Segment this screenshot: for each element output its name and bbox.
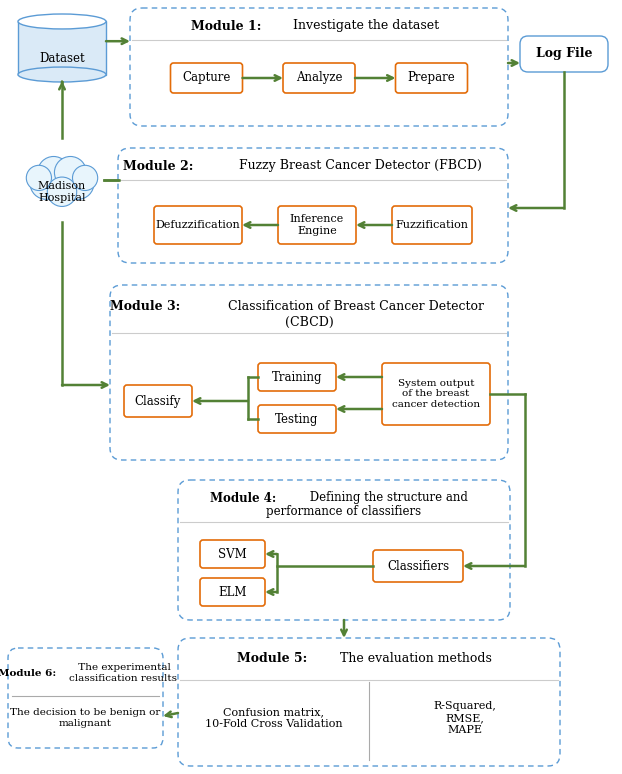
Text: Analyze: Analyze xyxy=(295,71,342,84)
Text: Module 6:: Module 6: xyxy=(0,669,56,677)
FancyBboxPatch shape xyxy=(178,480,510,620)
FancyBboxPatch shape xyxy=(283,63,355,93)
FancyBboxPatch shape xyxy=(392,206,472,244)
FancyBboxPatch shape xyxy=(154,206,242,244)
Text: Testing: Testing xyxy=(276,413,318,426)
Text: Capture: Capture xyxy=(182,71,231,84)
Text: Classification of Breast Cancer Detector: Classification of Breast Cancer Detector xyxy=(225,300,485,313)
Circle shape xyxy=(47,177,77,207)
FancyBboxPatch shape xyxy=(110,285,508,460)
Text: Module 2:: Module 2: xyxy=(123,159,193,173)
Text: Training: Training xyxy=(272,371,322,383)
FancyBboxPatch shape xyxy=(170,63,243,93)
Ellipse shape xyxy=(18,67,106,82)
Circle shape xyxy=(55,156,86,188)
Text: Confusion matrix,
10-Fold Cross Validation: Confusion matrix, 10-Fold Cross Validati… xyxy=(205,707,342,729)
FancyBboxPatch shape xyxy=(200,540,265,568)
FancyBboxPatch shape xyxy=(258,363,336,391)
FancyBboxPatch shape xyxy=(178,638,560,766)
Circle shape xyxy=(62,167,94,200)
FancyBboxPatch shape xyxy=(396,63,468,93)
Text: The experimental
classification results: The experimental classification results xyxy=(69,663,177,683)
Text: Log File: Log File xyxy=(536,47,592,60)
Text: Dataset: Dataset xyxy=(39,52,85,65)
Text: Classifiers: Classifiers xyxy=(387,560,449,573)
FancyBboxPatch shape xyxy=(124,385,192,417)
Circle shape xyxy=(73,166,98,190)
Circle shape xyxy=(41,159,83,201)
FancyBboxPatch shape xyxy=(373,550,463,582)
Text: performance of classifiers: performance of classifiers xyxy=(266,505,422,519)
Circle shape xyxy=(30,167,62,200)
Text: Defining the structure and: Defining the structure and xyxy=(306,491,468,505)
Text: Classify: Classify xyxy=(135,395,181,407)
FancyBboxPatch shape xyxy=(130,8,508,126)
Text: Fuzzy Breast Cancer Detector (FBCD): Fuzzy Breast Cancer Detector (FBCD) xyxy=(235,159,482,173)
FancyBboxPatch shape xyxy=(8,648,163,748)
Text: Defuzzification: Defuzzification xyxy=(156,220,240,230)
Text: Madison
Hospital: Madison Hospital xyxy=(38,181,86,203)
Text: Prepare: Prepare xyxy=(407,71,455,84)
Text: The evaluation methods: The evaluation methods xyxy=(337,652,492,665)
Text: Module 1:: Module 1: xyxy=(191,19,261,33)
FancyBboxPatch shape xyxy=(118,148,508,263)
Text: Inference
Engine: Inference Engine xyxy=(290,214,344,236)
Ellipse shape xyxy=(18,14,106,29)
Circle shape xyxy=(26,166,52,190)
FancyBboxPatch shape xyxy=(258,405,336,433)
Circle shape xyxy=(38,156,70,188)
Text: SVM: SVM xyxy=(218,547,247,560)
Text: (CBCD): (CBCD) xyxy=(285,316,333,328)
Text: Fuzzification: Fuzzification xyxy=(396,220,468,230)
Text: ELM: ELM xyxy=(218,585,247,598)
Text: System output
of the breast
cancer detection: System output of the breast cancer detec… xyxy=(392,379,480,409)
Text: Module 3:: Module 3: xyxy=(110,300,180,313)
FancyBboxPatch shape xyxy=(278,206,356,244)
FancyBboxPatch shape xyxy=(520,36,608,72)
Text: Investigate the dataset: Investigate the dataset xyxy=(289,19,440,33)
FancyBboxPatch shape xyxy=(382,363,490,425)
FancyBboxPatch shape xyxy=(200,578,265,606)
Polygon shape xyxy=(18,22,106,74)
Text: Module 5:: Module 5: xyxy=(238,652,308,665)
Text: R-Squared,
RMSE,
MAPE: R-Squared, RMSE, MAPE xyxy=(433,701,496,735)
Text: The decision to be benign or
malignant: The decision to be benign or malignant xyxy=(11,708,160,728)
Text: Module 4:: Module 4: xyxy=(210,491,277,505)
